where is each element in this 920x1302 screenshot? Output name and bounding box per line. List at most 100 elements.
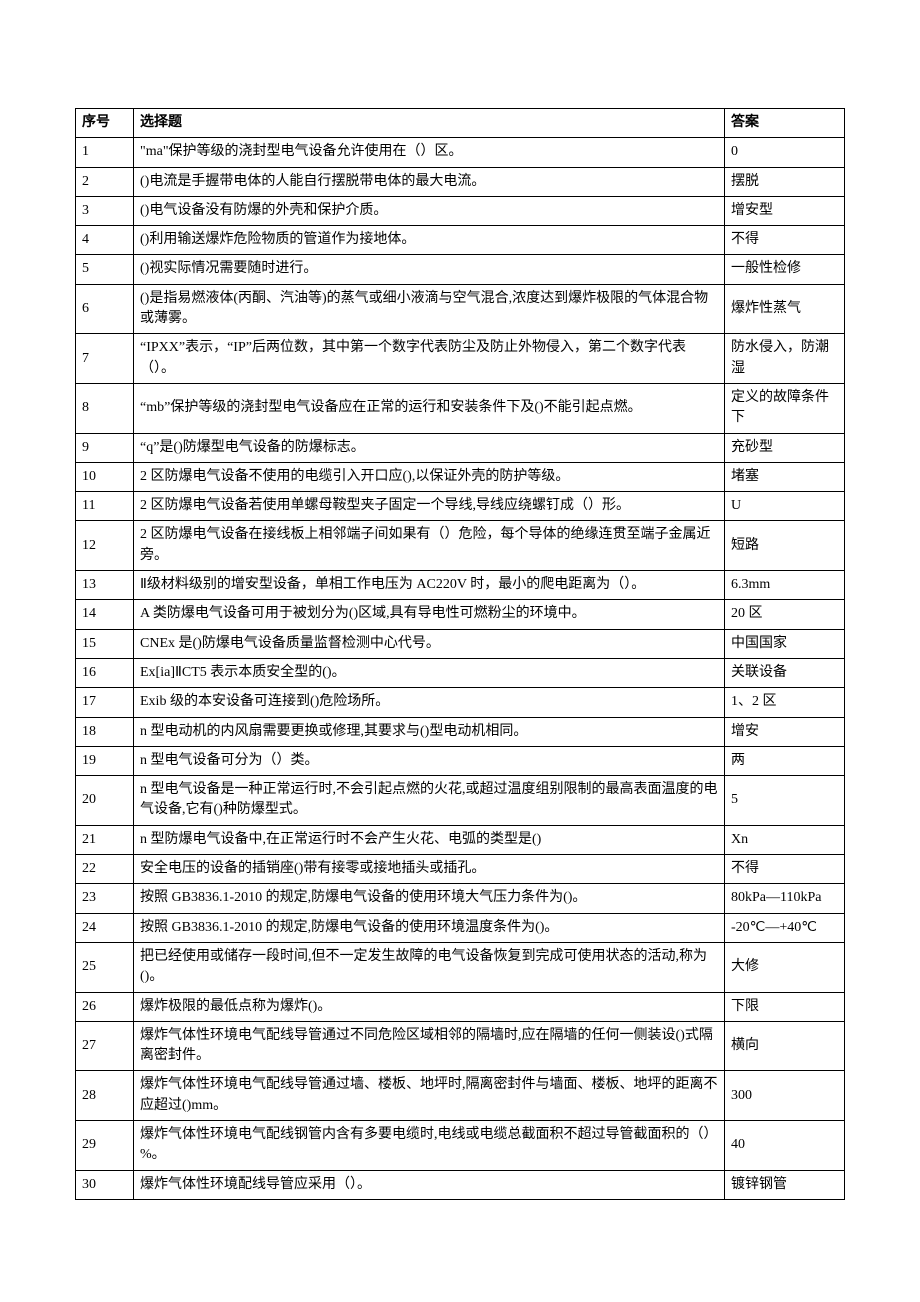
cell-question: CNEx 是()防爆电气设备质量监督检测中心代号。 <box>134 629 725 658</box>
table-row: 17Exib 级的本安设备可连接到()危险场所。1、2 区 <box>76 688 845 717</box>
cell-question: 2 区防爆电气设备若使用单螺母鞍型夹子固定一个导线,导线应绕螺钉成（）形。 <box>134 492 725 521</box>
cell-seq: 27 <box>76 1021 134 1071</box>
cell-question: "ma"保护等级的浇封型电气设备允许使用在（）区。 <box>134 138 725 167</box>
cell-seq: 3 <box>76 196 134 225</box>
table-row: 21n 型防爆电气设备中,在正常运行时不会产生火花、电弧的类型是()Xn <box>76 825 845 854</box>
table-row: 26爆炸极限的最低点称为爆炸()。下限 <box>76 992 845 1021</box>
col-header-seq: 序号 <box>76 109 134 138</box>
cell-answer: 80kPa—110kPa <box>725 884 845 913</box>
cell-answer: 爆炸性蒸气 <box>725 284 845 334</box>
cell-seq: 26 <box>76 992 134 1021</box>
cell-question: 安全电压的设备的插销座()带有接零或接地插头或插孔。 <box>134 855 725 884</box>
cell-answer: 不得 <box>725 855 845 884</box>
cell-seq: 20 <box>76 776 134 826</box>
cell-answer: 中国国家 <box>725 629 845 658</box>
table-row: 30爆炸气体性环境配线导管应采用（）。镀锌钢管 <box>76 1170 845 1199</box>
cell-answer: 充砂型 <box>725 433 845 462</box>
cell-answer: 增安型 <box>725 196 845 225</box>
table-row: 2()电流是手握带电体的人能自行摆脱带电体的最大电流。摆脱 <box>76 167 845 196</box>
cell-answer: 6.3mm <box>725 571 845 600</box>
cell-seq: 10 <box>76 462 134 491</box>
table-row: 23按照 GB3836.1-2010 的规定,防爆电气设备的使用环境大气压力条件… <box>76 884 845 913</box>
cell-question: Ⅱ级材料级别的增安型设备，单相工作电压为 AC220V 时，最小的爬电距离为（）… <box>134 571 725 600</box>
table-row: 28爆炸气体性环境电气配线导管通过墙、楼板、地坪时,隔离密封件与墙面、楼板、地坪… <box>76 1071 845 1121</box>
col-header-question: 选择题 <box>134 109 725 138</box>
cell-question: 爆炸气体性环境配线导管应采用（）。 <box>134 1170 725 1199</box>
table-row: 9“q”是()防爆型电气设备的防爆标志。充砂型 <box>76 433 845 462</box>
table-row: 27爆炸气体性环境电气配线导管通过不同危险区域相邻的隔墙时,应在隔墙的任何一侧装… <box>76 1021 845 1071</box>
cell-seq: 6 <box>76 284 134 334</box>
table-row: 122 区防爆电气设备在接线板上相邻端子间如果有（）危险，每个导体的绝缘连贯至端… <box>76 521 845 571</box>
cell-question: ()电流是手握带电体的人能自行摆脱带电体的最大电流。 <box>134 167 725 196</box>
cell-answer: 增安 <box>725 717 845 746</box>
cell-seq: 19 <box>76 746 134 775</box>
cell-question: Ex[ia]ⅡCT5 表示本质安全型的()。 <box>134 658 725 687</box>
cell-question: 按照 GB3836.1-2010 的规定,防爆电气设备的使用环境温度条件为()。 <box>134 913 725 942</box>
cell-answer: 下限 <box>725 992 845 1021</box>
qa-table: 序号 选择题 答案 1"ma"保护等级的浇封型电气设备允许使用在（）区。02()… <box>75 108 845 1200</box>
table-row: 22安全电压的设备的插销座()带有接零或接地插头或插孔。不得 <box>76 855 845 884</box>
cell-seq: 4 <box>76 226 134 255</box>
cell-question: ()电气设备没有防爆的外壳和保护介质。 <box>134 196 725 225</box>
cell-answer: U <box>725 492 845 521</box>
table-row: 102 区防爆电气设备不使用的电缆引入开口应(),以保证外壳的防护等级。堵塞 <box>76 462 845 491</box>
col-header-answer: 答案 <box>725 109 845 138</box>
table-row: 3()电气设备没有防爆的外壳和保护介质。增安型 <box>76 196 845 225</box>
cell-seq: 21 <box>76 825 134 854</box>
cell-question: n 型防爆电气设备中,在正常运行时不会产生火花、电弧的类型是() <box>134 825 725 854</box>
table-row: 13Ⅱ级材料级别的增安型设备，单相工作电压为 AC220V 时，最小的爬电距离为… <box>76 571 845 600</box>
cell-seq: 14 <box>76 600 134 629</box>
cell-question: n 型电气设备是一种正常运行时,不会引起点燃的火花,或超过温度组别限制的最高表面… <box>134 776 725 826</box>
cell-question: 2 区防爆电气设备在接线板上相邻端子间如果有（）危险，每个导体的绝缘连贯至端子金… <box>134 521 725 571</box>
cell-answer: Xn <box>725 825 845 854</box>
cell-answer: 5 <box>725 776 845 826</box>
table-row: 8“mb”保护等级的浇封型电气设备应在正常的运行和安装条件下及()不能引起点燃。… <box>76 383 845 433</box>
cell-answer: 横向 <box>725 1021 845 1071</box>
table-row: 25把已经使用或储存一段时间,但不一定发生故障的电气设备恢复到完成可使用状态的活… <box>76 942 845 992</box>
cell-answer: 300 <box>725 1071 845 1121</box>
cell-question: A 类防爆电气设备可用于被划分为()区域,具有导电性可燃粉尘的环境中。 <box>134 600 725 629</box>
cell-seq: 17 <box>76 688 134 717</box>
cell-answer: 不得 <box>725 226 845 255</box>
cell-question: 把已经使用或储存一段时间,但不一定发生故障的电气设备恢复到完成可使用状态的活动,… <box>134 942 725 992</box>
cell-question: Exib 级的本安设备可连接到()危险场所。 <box>134 688 725 717</box>
cell-seq: 30 <box>76 1170 134 1199</box>
cell-seq: 23 <box>76 884 134 913</box>
table-row: 15CNEx 是()防爆电气设备质量监督检测中心代号。中国国家 <box>76 629 845 658</box>
cell-question: ()视实际情况需要随时进行。 <box>134 255 725 284</box>
table-row: 19n 型电气设备可分为（）类。两 <box>76 746 845 775</box>
cell-question: “IPXX”表示，“IP”后两位数，其中第一个数字代表防尘及防止外物侵入，第二个… <box>134 334 725 384</box>
cell-seq: 16 <box>76 658 134 687</box>
table-header: 序号 选择题 答案 <box>76 109 845 138</box>
cell-seq: 29 <box>76 1120 134 1170</box>
cell-answer: 40 <box>725 1120 845 1170</box>
table-row: 5()视实际情况需要随时进行。一般性检修 <box>76 255 845 284</box>
cell-answer: 短路 <box>725 521 845 571</box>
cell-question: “q”是()防爆型电气设备的防爆标志。 <box>134 433 725 462</box>
cell-question: “mb”保护等级的浇封型电气设备应在正常的运行和安装条件下及()不能引起点燃。 <box>134 383 725 433</box>
cell-answer: 1、2 区 <box>725 688 845 717</box>
cell-question: n 型电气设备可分为（）类。 <box>134 746 725 775</box>
cell-question: 爆炸气体性环境电气配线钢管内含有多要电缆时,电线或电缆总截面积不超过导管截面积的… <box>134 1120 725 1170</box>
cell-answer: 镀锌钢管 <box>725 1170 845 1199</box>
cell-seq: 8 <box>76 383 134 433</box>
cell-question: ()是指易燃液体(丙酮、汽油等)的蒸气或细小液滴与空气混合,浓度达到爆炸极限的气… <box>134 284 725 334</box>
table-row: 20n 型电气设备是一种正常运行时,不会引起点燃的火花,或超过温度组别限制的最高… <box>76 776 845 826</box>
cell-question: 2 区防爆电气设备不使用的电缆引入开口应(),以保证外壳的防护等级。 <box>134 462 725 491</box>
cell-seq: 24 <box>76 913 134 942</box>
cell-seq: 11 <box>76 492 134 521</box>
cell-answer: 20 区 <box>725 600 845 629</box>
cell-seq: 22 <box>76 855 134 884</box>
cell-answer: 摆脱 <box>725 167 845 196</box>
cell-answer: 两 <box>725 746 845 775</box>
cell-question: 爆炸气体性环境电气配线导管通过墙、楼板、地坪时,隔离密封件与墙面、楼板、地坪的距… <box>134 1071 725 1121</box>
table-row: 6()是指易燃液体(丙酮、汽油等)的蒸气或细小液滴与空气混合,浓度达到爆炸极限的… <box>76 284 845 334</box>
cell-answer: 0 <box>725 138 845 167</box>
cell-seq: 12 <box>76 521 134 571</box>
cell-answer: 堵塞 <box>725 462 845 491</box>
cell-seq: 5 <box>76 255 134 284</box>
cell-question: 爆炸气体性环境电气配线导管通过不同危险区域相邻的隔墙时,应在隔墙的任何一侧装设(… <box>134 1021 725 1071</box>
table-row: 1"ma"保护等级的浇封型电气设备允许使用在（）区。0 <box>76 138 845 167</box>
cell-seq: 28 <box>76 1071 134 1121</box>
cell-seq: 9 <box>76 433 134 462</box>
